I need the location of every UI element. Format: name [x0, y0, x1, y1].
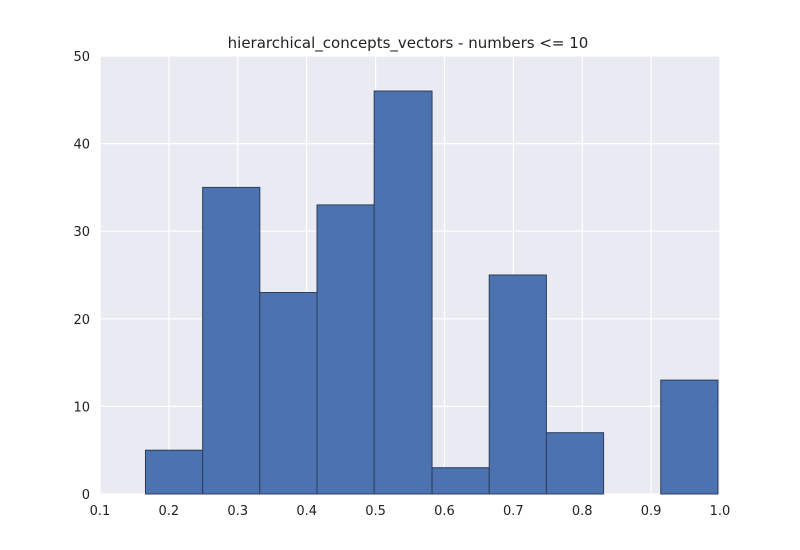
histogram-bar — [144, 449, 204, 495]
x-tick-label: 0.1 — [90, 504, 111, 519]
histogram-bar — [660, 379, 719, 495]
histogram-bar — [316, 204, 375, 495]
x-tick-label: 0.7 — [503, 504, 524, 519]
y-tick-label: 10 — [73, 400, 90, 415]
histogram-bar — [259, 292, 318, 495]
x-tick-label: 0.2 — [159, 504, 180, 519]
x-tick-label: 0.4 — [296, 504, 317, 519]
y-tick-label: 30 — [73, 225, 90, 240]
x-tick-label: 0.5 — [365, 504, 386, 519]
x-tick-label: 0.6 — [434, 504, 455, 519]
y-tick-label: 40 — [73, 138, 90, 153]
x-tick-label: 0.3 — [227, 504, 248, 519]
x-tick-label: 0.8 — [572, 504, 593, 519]
histogram-bar — [545, 432, 605, 495]
y-axis-ticks: 0 10 20 30 40 50 — [73, 50, 90, 503]
histogram-bars — [144, 90, 719, 495]
y-tick-label: 20 — [73, 313, 90, 328]
histogram-bar — [373, 90, 433, 495]
x-tick-label: 1.0 — [710, 504, 731, 519]
x-axis-ticks: 0.1 0.2 0.3 0.4 0.5 0.6 0.7 0.8 0.9 1.0 — [90, 504, 731, 519]
histogram-bar — [488, 274, 547, 495]
y-tick-label: 50 — [73, 50, 90, 65]
histogram-bar — [431, 467, 490, 495]
x-tick-label: 0.9 — [641, 504, 662, 519]
chart-title: hierarchical_concepts_vectors - numbers … — [228, 34, 589, 53]
histogram-bar — [202, 186, 261, 495]
y-tick-label: 0 — [82, 488, 90, 503]
